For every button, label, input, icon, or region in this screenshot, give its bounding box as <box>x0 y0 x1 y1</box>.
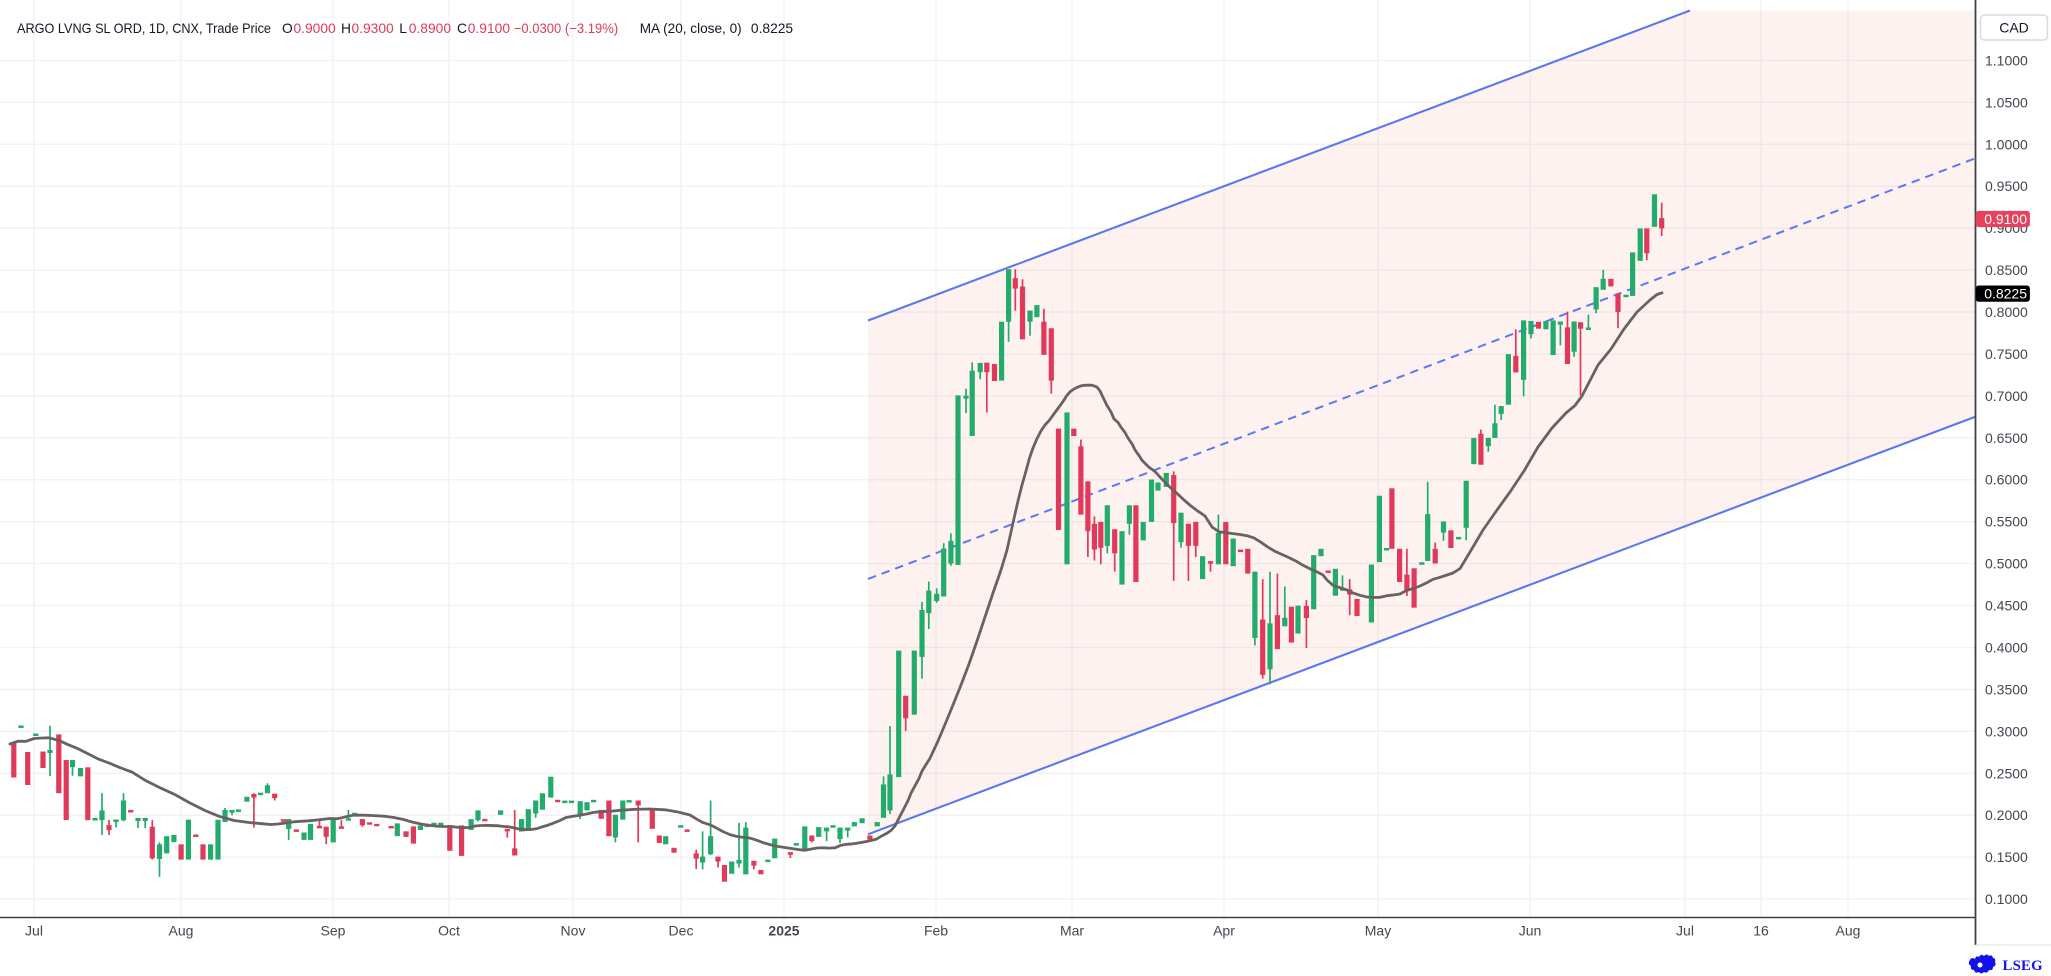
svg-text:0.4000: 0.4000 <box>1985 640 2028 656</box>
svg-text:LSEG: LSEG <box>2003 958 2044 974</box>
svg-text:Apr: Apr <box>1213 923 1235 939</box>
svg-text:Sep: Sep <box>321 923 346 939</box>
svg-text:0.8500: 0.8500 <box>1985 262 2028 278</box>
svg-text:0.3000: 0.3000 <box>1985 723 2028 739</box>
svg-text:0.7500: 0.7500 <box>1985 346 2028 362</box>
svg-text:2025: 2025 <box>768 923 799 939</box>
svg-text:0.9000: 0.9000 <box>294 21 337 36</box>
svg-text:16: 16 <box>1753 923 1769 939</box>
svg-text:0.4500: 0.4500 <box>1985 598 2028 614</box>
svg-text:−0.0300 (−3.19%): −0.0300 (−3.19%) <box>514 21 618 36</box>
svg-text:1.0000: 1.0000 <box>1985 136 2028 152</box>
svg-text:0.1000: 0.1000 <box>1985 891 2028 907</box>
svg-text:0.2000: 0.2000 <box>1985 807 2028 823</box>
svg-text:0.8225: 0.8225 <box>751 21 794 36</box>
svg-text:L: L <box>399 21 407 36</box>
svg-text:Mar: Mar <box>1060 923 1084 939</box>
svg-text:0.8000: 0.8000 <box>1985 304 2028 320</box>
svg-text:May: May <box>1365 923 1391 939</box>
svg-text:0.9100: 0.9100 <box>468 21 511 36</box>
svg-text:Jul: Jul <box>1676 923 1694 939</box>
svg-text:0.5500: 0.5500 <box>1985 514 2028 530</box>
svg-text:1.0500: 1.0500 <box>1985 94 2028 110</box>
svg-text:CAD: CAD <box>1999 20 2029 36</box>
svg-text:Nov: Nov <box>561 923 586 939</box>
svg-text:0.1500: 0.1500 <box>1985 849 2028 865</box>
svg-text:0.7000: 0.7000 <box>1985 388 2028 404</box>
svg-text:0.9300: 0.9300 <box>352 21 395 36</box>
svg-text:H: H <box>341 21 351 36</box>
svg-text:Aug: Aug <box>1836 923 1861 939</box>
svg-text:0.3500: 0.3500 <box>1985 681 2028 697</box>
svg-text:Aug: Aug <box>169 923 194 939</box>
svg-text:ARGO LVNG SL ORD, 1D, CNX, Tra: ARGO LVNG SL ORD, 1D, CNX, Trade Price <box>17 21 271 36</box>
svg-text:0.2500: 0.2500 <box>1985 765 2028 781</box>
svg-text:0.8225: 0.8225 <box>1984 286 2027 302</box>
svg-text:1.1000: 1.1000 <box>1985 52 2028 68</box>
svg-text:0.6500: 0.6500 <box>1985 430 2028 446</box>
svg-text:Dec: Dec <box>669 923 694 939</box>
svg-text:MA (20, close, 0): MA (20, close, 0) <box>640 21 742 36</box>
svg-text:C: C <box>457 21 467 36</box>
svg-text:Jul: Jul <box>25 923 43 939</box>
svg-text:0.9100: 0.9100 <box>1984 211 2027 227</box>
svg-text:Jun: Jun <box>1519 923 1542 939</box>
svg-text:0.6000: 0.6000 <box>1985 472 2028 488</box>
svg-text:Feb: Feb <box>924 923 948 939</box>
svg-text:0.5000: 0.5000 <box>1985 556 2028 572</box>
svg-text:0.9500: 0.9500 <box>1985 178 2028 194</box>
svg-text:Oct: Oct <box>438 923 460 939</box>
svg-text:0.8900: 0.8900 <box>409 21 452 36</box>
svg-text:O: O <box>282 21 293 36</box>
